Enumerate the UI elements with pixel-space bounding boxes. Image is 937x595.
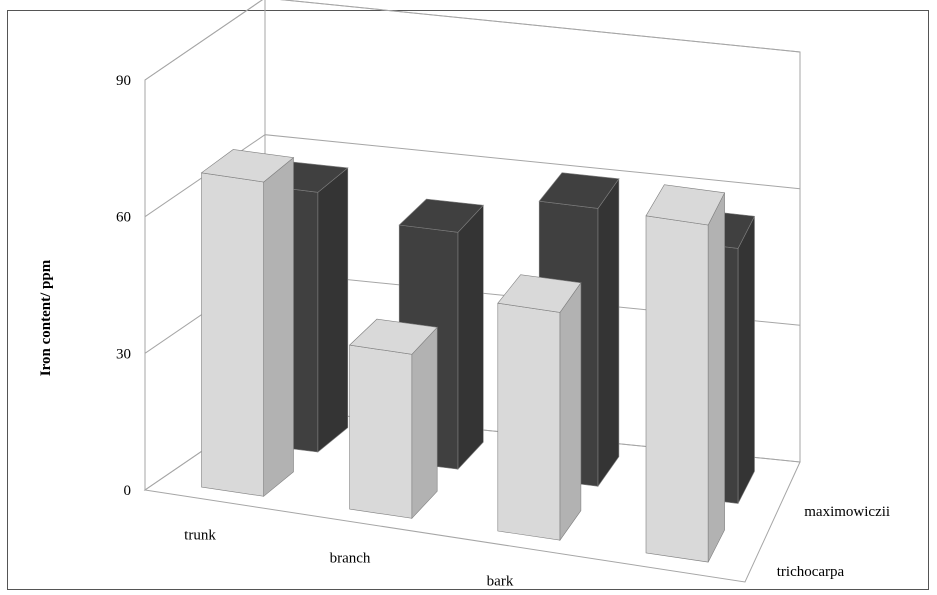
series-axis-labels: trichocarpa maximowiczii [777,504,890,580]
gridline [144,134,801,218]
bar-top-face [200,149,295,183]
y-tick-label: 30 [116,346,131,362]
bar-top-face [348,318,438,355]
bar-side-face [737,216,755,504]
bar-side-face [707,192,725,563]
bar-top-face [538,172,620,209]
x-category-label: trunk [184,528,216,544]
bar-side-face [597,177,620,488]
bar-side-face [411,326,438,520]
y-axis-title: Iron content/ ppm [38,259,54,376]
bar-front-face [201,172,265,497]
bar-trichocarpa-leaves [645,184,726,563]
bar-top-face [497,274,582,313]
y-tick-label: 60 [116,210,131,226]
chart-bars [200,149,755,563]
y-tick-label: 0 [124,483,132,499]
y-tick-label: 90 [116,73,131,89]
bar-trichocarpa-branch [348,318,438,520]
bar-trichocarpa-bark [497,274,582,542]
x-axis-labels: trunkbranchbarkleaves [184,528,514,590]
x-category-label: bark [487,574,514,590]
bar-trichocarpa-trunk [200,149,295,497]
series-label: maximowiczii [804,504,890,520]
series-label: trichocarpa [777,564,845,580]
bar-top-face [398,198,484,233]
bar-side-face [263,156,294,497]
bar-side-face [457,204,484,470]
bar-front-face [497,302,561,541]
bar-side-face [559,281,582,542]
bar-front-face [645,215,709,563]
x-category-label: branch [330,551,371,567]
bar-front-face [349,344,413,519]
bar-top-face [645,184,726,226]
y-axis-ticks: 0 30 60 90 [116,73,131,499]
gridline [144,0,801,81]
bar-side-face [317,167,349,453]
